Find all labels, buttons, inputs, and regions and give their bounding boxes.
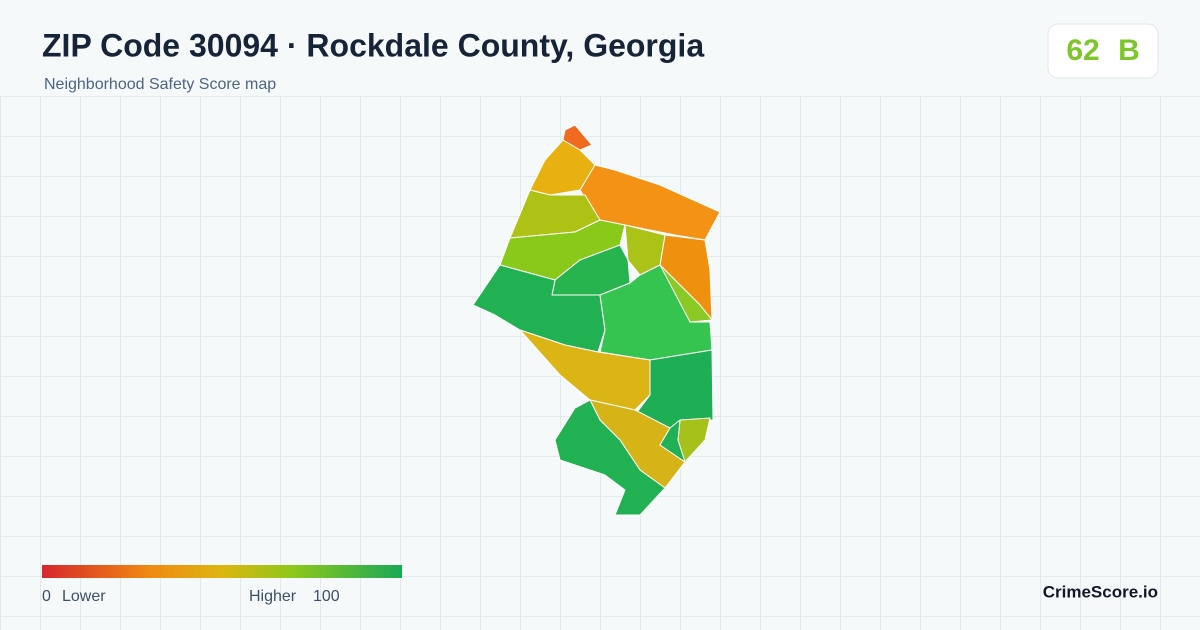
region — [659, 419, 686, 463]
legend-scale — [42, 565, 402, 578]
legend-max: 100 — [313, 588, 340, 605]
score-value: 62 — [1066, 34, 1099, 67]
legend-min-label: Lower — [62, 588, 106, 605]
legend-max-label: Higher — [249, 588, 297, 605]
map — [472, 124, 721, 516]
region — [529, 139, 596, 196]
region — [554, 399, 666, 516]
legend-min: 0 — [42, 588, 51, 605]
brand: CrimeScore.io — [1043, 582, 1158, 601]
grid — [0, 96, 1200, 630]
subtitle: Neighborhood Safety Score map — [44, 76, 276, 93]
region — [599, 264, 713, 361]
score-grade: B — [1118, 34, 1140, 67]
score-badge — [1047, 23, 1159, 79]
title: ZIP Code 30094 · Rockdale County, Georgi… — [42, 27, 704, 63]
